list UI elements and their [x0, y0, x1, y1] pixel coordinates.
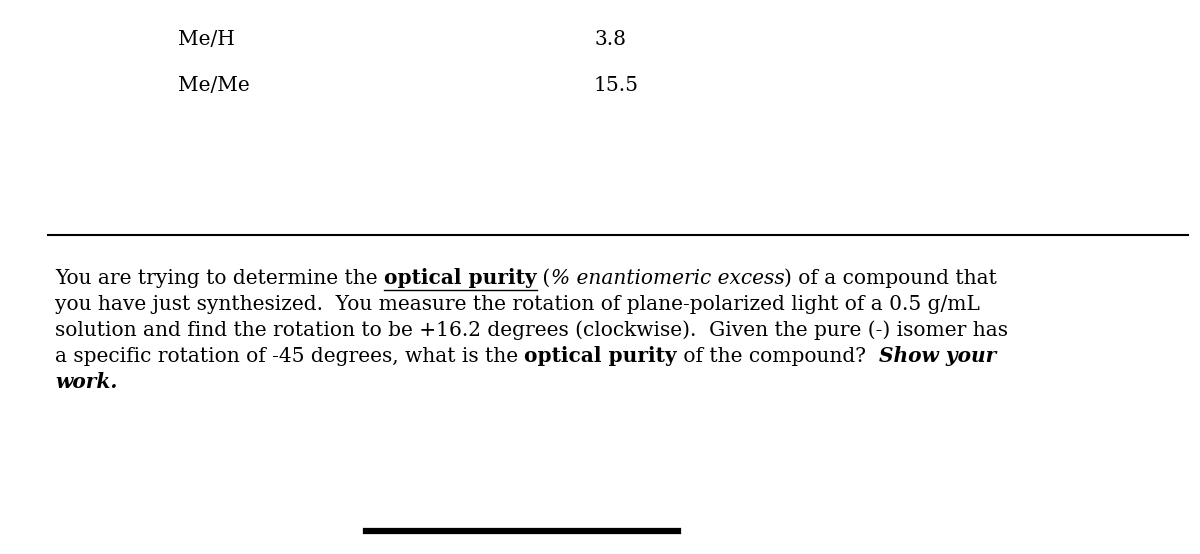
Text: Me/Me: Me/Me — [178, 76, 250, 95]
Text: ) of a compound that: ) of a compound that — [785, 268, 997, 288]
Text: 15.5: 15.5 — [594, 76, 640, 95]
Text: optical purity: optical purity — [524, 346, 677, 366]
Text: solution and find the rotation to be +16.2 degrees (clockwise).  Given the pure : solution and find the rotation to be +16… — [55, 320, 1008, 340]
Text: a specific rotation of -45 degrees, what is the: a specific rotation of -45 degrees, what… — [55, 347, 524, 366]
Text: (: ( — [536, 269, 551, 288]
Text: % enantiomeric excess: % enantiomeric excess — [551, 269, 785, 288]
Text: You are trying to determine the: You are trying to determine the — [55, 269, 384, 288]
Text: work.: work. — [55, 372, 118, 392]
Text: 3.8: 3.8 — [594, 30, 626, 49]
Text: Show your: Show your — [878, 346, 996, 366]
Text: of the compound?: of the compound? — [677, 347, 878, 366]
Text: Me/H: Me/H — [178, 30, 234, 49]
Text: optical purity: optical purity — [384, 268, 536, 288]
Text: you have just synthesized.  You measure the rotation of plane-polarized light of: you have just synthesized. You measure t… — [55, 295, 980, 314]
